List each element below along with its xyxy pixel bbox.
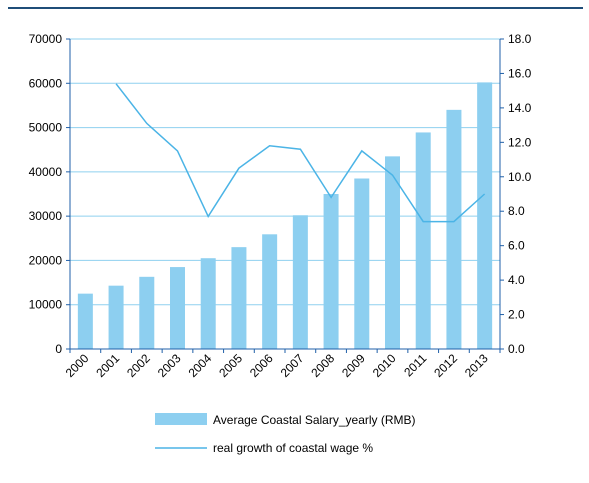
right-tick-label: 10.0 <box>508 170 532 184</box>
right-tick-label: 16.0 <box>508 66 532 80</box>
left-tick-label: 40000 <box>29 165 63 179</box>
bar <box>77 293 93 349</box>
left-tick-label: 50000 <box>29 121 63 135</box>
x-tick-label: 2002 <box>124 351 153 380</box>
bar <box>477 82 493 350</box>
bar <box>231 247 247 349</box>
legend: Average Coastal Salary_yearly (RMB) real… <box>155 413 416 455</box>
x-tick-label: 2001 <box>93 351 122 380</box>
left-tick-label: 10000 <box>29 298 63 312</box>
left-tick-label: 30000 <box>29 209 63 223</box>
bar <box>200 258 216 349</box>
bar <box>108 285 124 349</box>
bar <box>354 178 370 349</box>
x-tick-label: 2013 <box>462 351 491 380</box>
x-tick-label: 2007 <box>278 351 307 380</box>
legend-line-label: real growth of coastal wage % <box>213 441 373 455</box>
left-tick-label: 70000 <box>29 32 63 46</box>
gridlines <box>70 38 500 350</box>
right-tick-label: 6.0 <box>508 239 525 253</box>
bar <box>446 109 462 349</box>
right-tick-label: 18.0 <box>508 32 532 46</box>
left-axis-ticks: 0 10000 20000 30000 40000 50000 60000 70000 <box>29 32 70 356</box>
bar <box>323 194 339 349</box>
right-tick-label: 8.0 <box>508 204 525 218</box>
x-tick-label: 2003 <box>155 351 184 380</box>
bar <box>385 156 400 349</box>
right-tick-label: 12.0 <box>508 135 532 149</box>
axes <box>69 39 501 350</box>
right-axis-ticks: 0.0 2.0 4.0 6.0 8.0 10.0 12.0 14.0 16.0 18.0 <box>500 32 532 356</box>
right-tick-label: 2.0 <box>508 308 525 322</box>
bar-series <box>77 82 493 350</box>
right-tick-label: 0.0 <box>508 342 525 356</box>
x-tick-label: 2000 <box>63 351 92 380</box>
growth-line <box>115 83 486 223</box>
left-tick-label: 60000 <box>29 76 63 90</box>
x-axis-ticks: 2000 2001 2002 2003 2004 2005 2006 2007 2008 2009… <box>63 349 501 380</box>
x-tick-label: 2009 <box>339 351 368 380</box>
x-tick-label: 2006 <box>247 351 276 380</box>
bar <box>415 132 431 349</box>
x-tick-label: 2005 <box>216 351 245 380</box>
bar <box>170 267 185 349</box>
x-tick-label: 2008 <box>308 351 337 380</box>
left-tick-label: 0 <box>55 342 62 356</box>
x-tick-label: 2012 <box>431 351 460 380</box>
bar <box>139 276 155 349</box>
right-tick-label: 14.0 <box>508 101 532 115</box>
right-tick-label: 4.0 <box>508 273 525 287</box>
line-series <box>115 83 486 223</box>
x-tick-label: 2004 <box>186 351 215 380</box>
legend-bar-label: Average Coastal Salary_yearly (RMB) <box>213 413 416 427</box>
bar <box>292 215 308 349</box>
x-tick-label: 2011 <box>401 351 429 379</box>
x-tick-label: 2010 <box>370 351 399 380</box>
left-tick-label: 20000 <box>29 253 63 267</box>
bar <box>262 234 278 349</box>
legend-bar-swatch <box>155 413 207 425</box>
top-rule <box>8 7 583 9</box>
